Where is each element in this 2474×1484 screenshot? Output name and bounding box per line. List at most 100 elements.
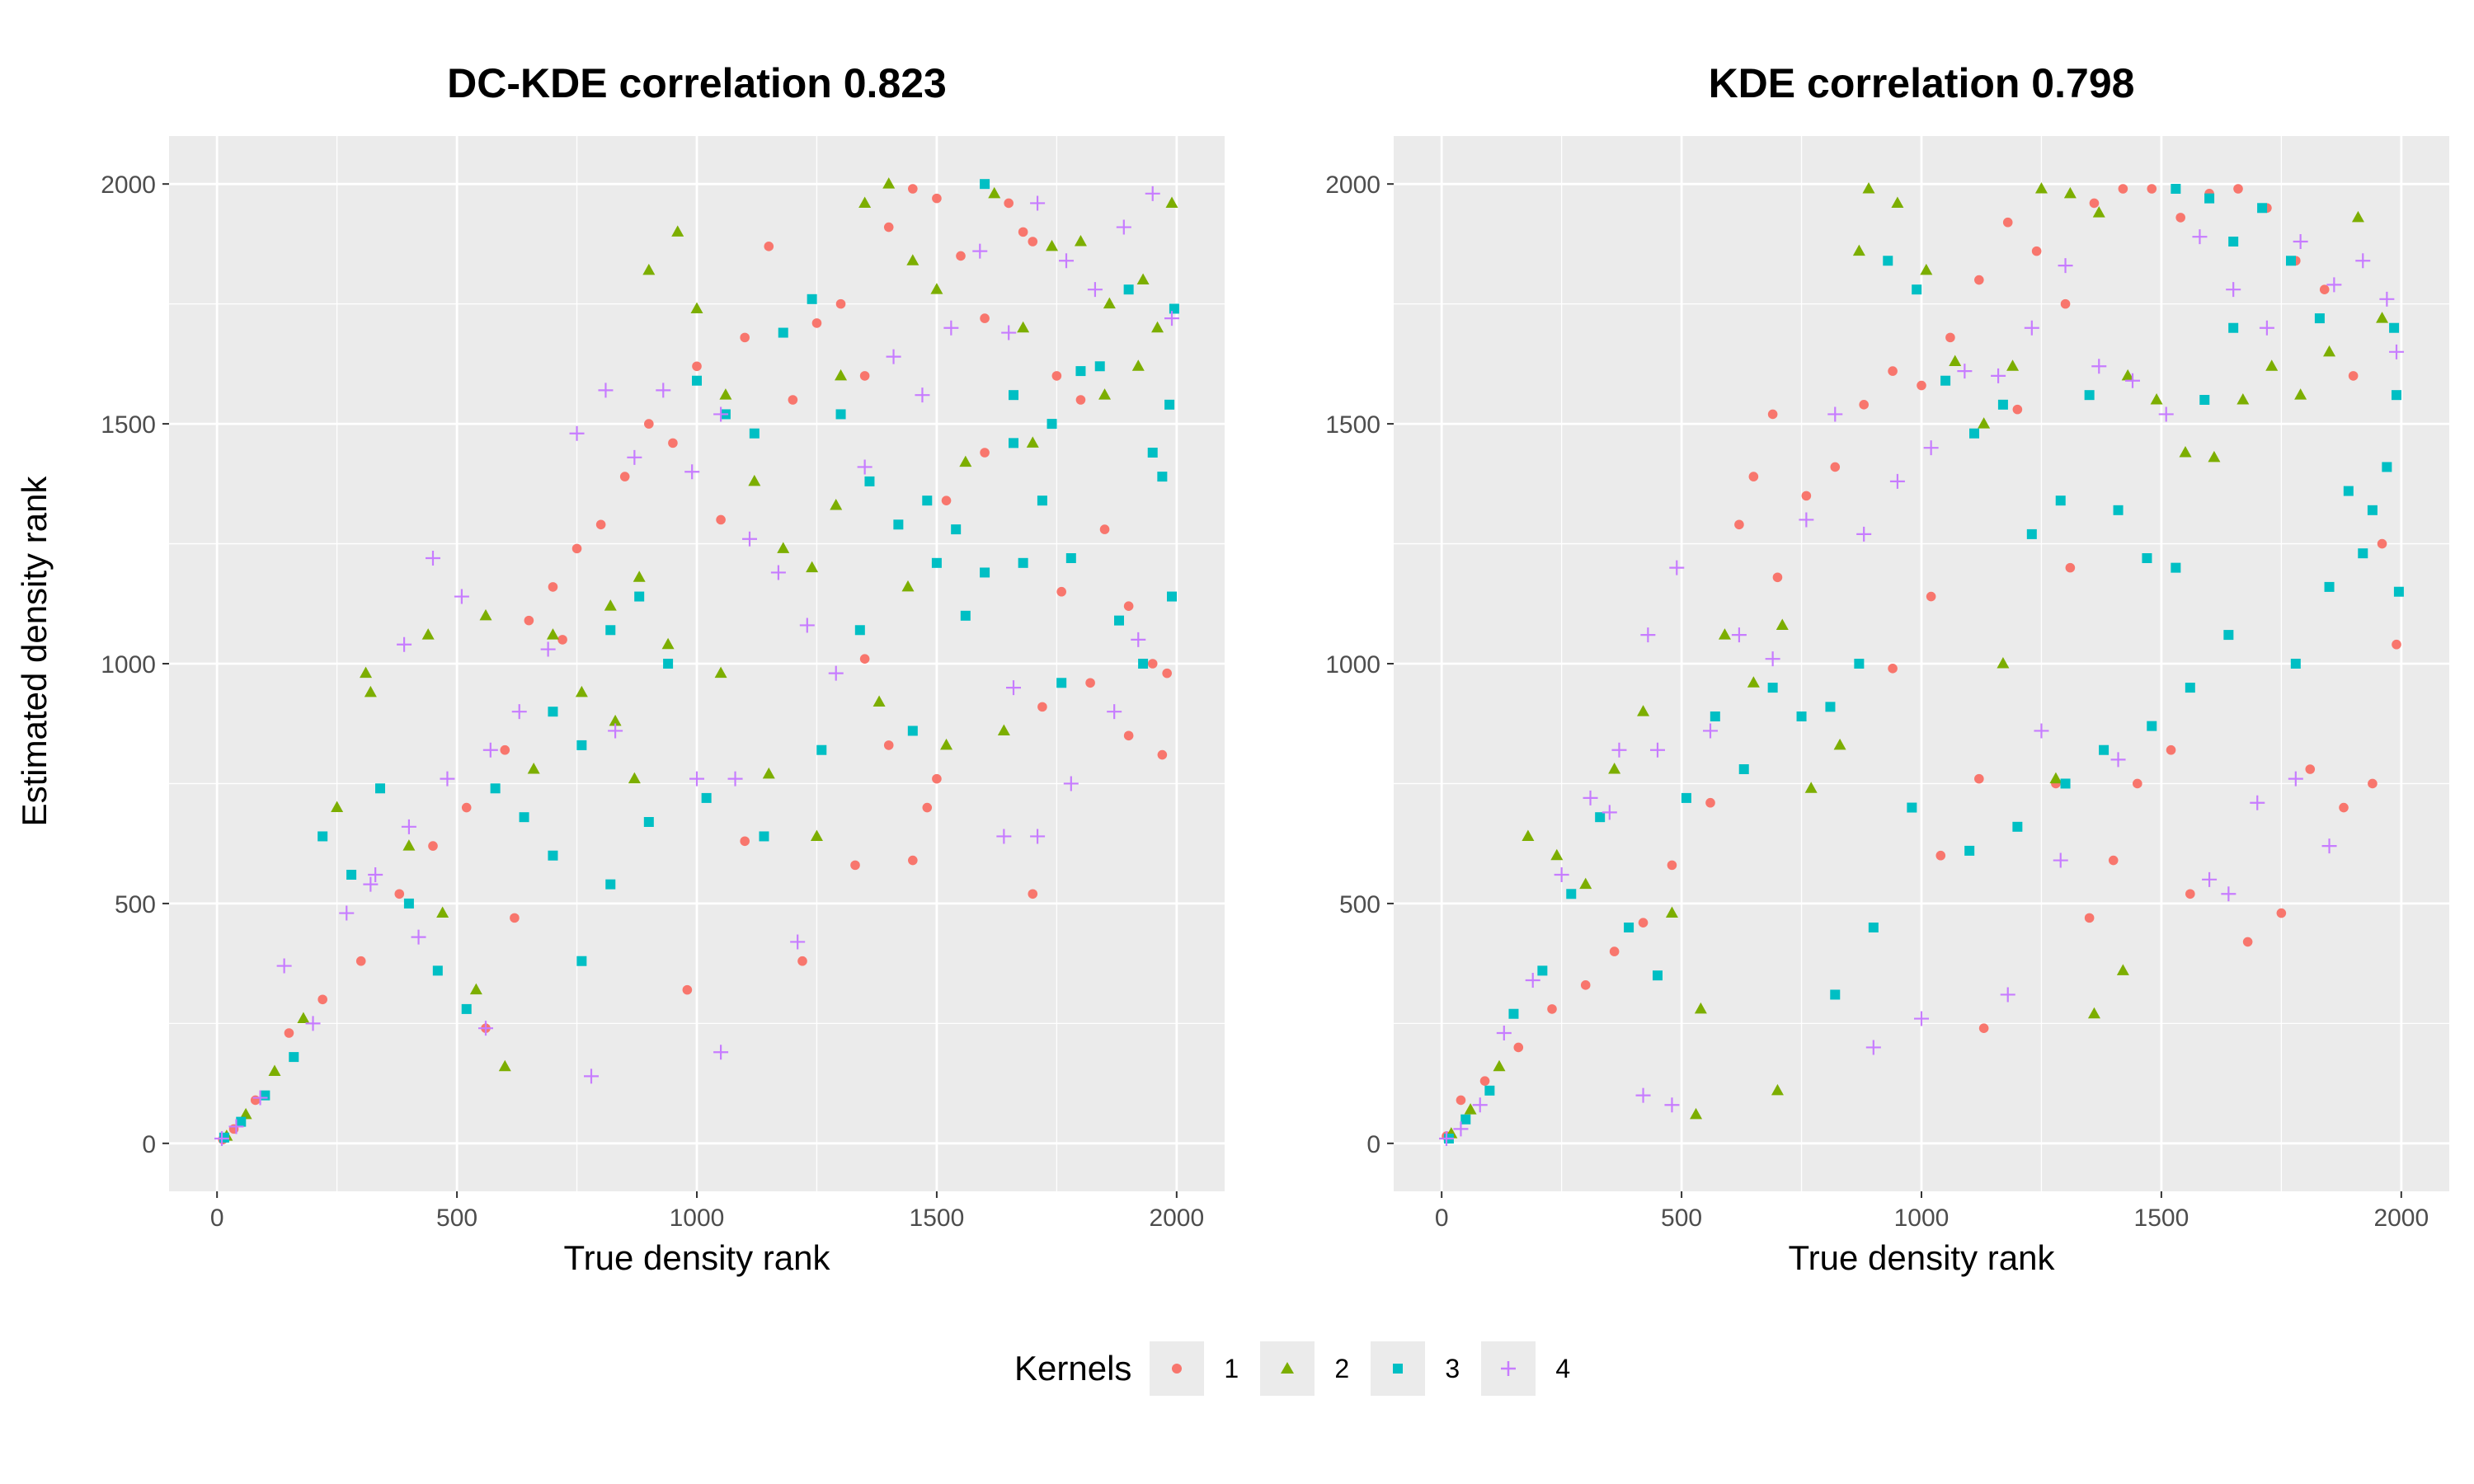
point-series-2 — [997, 724, 1010, 735]
point-series-3 — [2204, 193, 2215, 204]
x-tick-label: 0 — [210, 1205, 224, 1232]
point-series-1 — [1547, 1004, 1557, 1014]
point-series-2 — [872, 695, 886, 707]
point-series-2 — [2351, 210, 2364, 223]
point-series-1 — [941, 495, 952, 505]
point-series-4 — [1583, 790, 1598, 805]
point-series-3 — [1796, 711, 1807, 721]
point-series-2 — [2092, 206, 2105, 218]
point-series-4 — [886, 349, 901, 364]
point-series-4 — [511, 704, 527, 720]
point-series-1 — [2084, 913, 2095, 923]
point-series-4 — [252, 1090, 268, 1106]
y-axis-title: Estimated density rank — [15, 476, 54, 827]
point-series-2 — [628, 772, 641, 784]
point-series-3 — [1075, 366, 1086, 377]
point-series-1 — [908, 184, 918, 194]
point-series-1 — [2242, 937, 2253, 947]
point-series-4 — [1030, 195, 1046, 211]
point-series-2 — [671, 225, 684, 237]
point-series-2 — [930, 283, 943, 294]
point-series-1 — [1018, 227, 1028, 237]
point-series-2 — [810, 829, 823, 841]
point-series-3 — [1138, 659, 1149, 669]
point-series-4 — [2000, 987, 2015, 1003]
point-series-3 — [1157, 472, 1168, 482]
point-series-3 — [816, 744, 827, 755]
point-series-3 — [1825, 702, 1836, 712]
point-series-1 — [922, 802, 933, 813]
point-series-3 — [2290, 659, 2301, 669]
point-series-4 — [363, 876, 379, 892]
point-series-3 — [1018, 557, 1028, 568]
y-tick-label: 500 — [115, 891, 156, 918]
point-series-3 — [1094, 361, 1105, 372]
point-series-1 — [500, 744, 510, 755]
point-series-2 — [1017, 321, 1030, 333]
point-series-4 — [339, 905, 355, 921]
legend-key-plus — [1481, 1341, 1536, 1396]
point-series-1 — [2166, 744, 2176, 755]
point-series-2 — [2323, 345, 2336, 357]
point-series-1 — [557, 635, 567, 645]
point-series-2 — [2087, 1007, 2100, 1019]
point-series-3 — [1047, 419, 1057, 430]
point-series-4 — [1087, 282, 1103, 298]
point-series-2 — [1046, 239, 1059, 251]
point-series-2 — [1997, 657, 2010, 669]
point-series-2 — [2121, 369, 2134, 381]
point-series-1 — [1859, 400, 1869, 410]
point-series-2 — [690, 302, 703, 313]
point-series-3 — [403, 898, 414, 909]
point-series-2 — [1978, 417, 1991, 429]
point-series-1 — [835, 298, 846, 309]
point-series-1 — [1830, 462, 1841, 472]
point-series-2 — [1131, 359, 1145, 371]
point-series-2 — [297, 1012, 310, 1024]
point-series-3 — [1738, 764, 1749, 774]
point-series-1 — [2377, 538, 2387, 549]
point-series-1 — [2319, 284, 2330, 294]
point-series-4 — [401, 819, 416, 834]
point-series-4 — [478, 1021, 493, 1036]
point-series-2 — [1522, 829, 1535, 841]
point-series-1 — [1767, 409, 1778, 420]
point-series-4 — [689, 771, 704, 787]
x-tick-label: 500 — [1661, 1205, 1702, 1232]
point-series-1 — [1801, 491, 1812, 501]
point-series-4 — [1664, 1097, 1680, 1113]
point-series-2 — [2376, 312, 2389, 323]
point-series-4 — [2192, 229, 2208, 245]
point-series-4 — [1703, 723, 1718, 739]
x-tick-label: 2000 — [1149, 1205, 1204, 1232]
legend-key-circle — [1150, 1341, 1205, 1396]
point-series-1 — [1123, 601, 1134, 611]
point-series-1 — [644, 419, 654, 429]
point-series-2 — [2034, 182, 2048, 194]
point-series-1 — [1056, 586, 1066, 597]
point-series-2 — [1026, 436, 1039, 448]
point-series-1 — [571, 543, 582, 554]
point-series-4 — [411, 929, 426, 945]
point-series-1 — [1974, 773, 1984, 784]
point-series-1 — [317, 994, 327, 1005]
point-series-3 — [634, 591, 645, 602]
point-series-3 — [375, 783, 385, 794]
point-series-2 — [2049, 772, 2062, 784]
point-series-2 — [604, 599, 617, 611]
point-series-2 — [2179, 446, 2192, 458]
point-series-4 — [1554, 867, 1569, 882]
point-series-1 — [428, 841, 438, 851]
point-series-1 — [619, 472, 630, 481]
point-series-3 — [2099, 744, 2109, 755]
point-series-4 — [276, 958, 292, 974]
point-series-3 — [980, 567, 990, 578]
point-series-2 — [1804, 782, 1818, 793]
point-series-4 — [627, 449, 642, 465]
point-series-3 — [2113, 505, 2124, 515]
point-series-1 — [461, 802, 472, 813]
point-series-3 — [931, 557, 942, 568]
point-series-1 — [932, 193, 942, 204]
point-series-3 — [605, 625, 616, 636]
